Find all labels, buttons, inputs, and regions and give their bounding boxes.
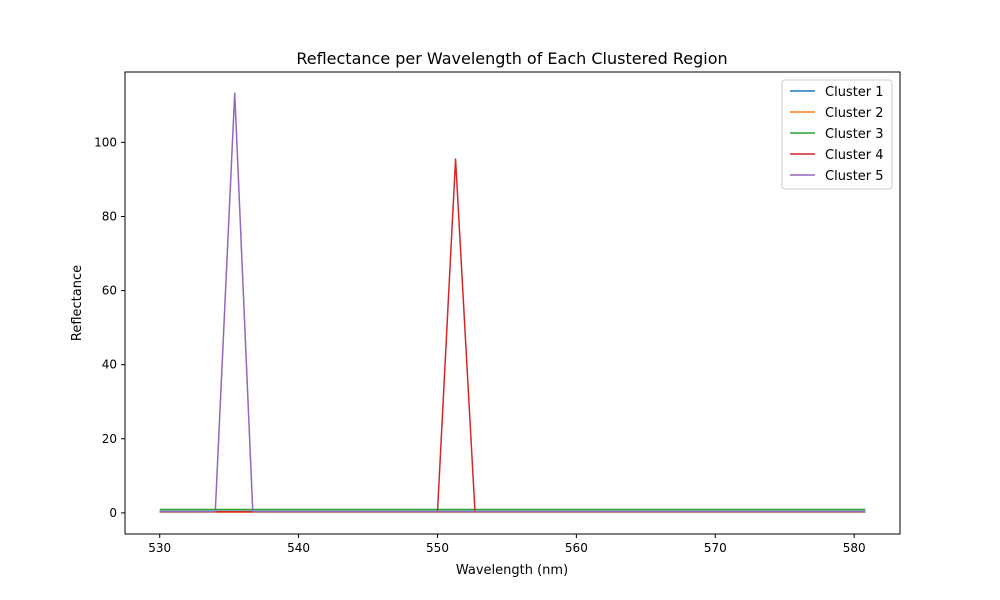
y-tick-label: 40 [102,358,117,372]
x-tick-label: 530 [148,541,171,555]
plot-frame [124,71,901,535]
y-tick-label: 20 [102,432,117,446]
legend-label-cluster-3: Cluster 3 [825,127,884,142]
plot-area [159,92,866,513]
y-tick-label: 0 [109,506,117,520]
x-axis: 530 540 550 560 570 580 [148,534,866,555]
x-tick-label: 560 [565,541,588,555]
x-axis-label: Wavelength (nm) [456,563,568,578]
y-tick-label: 80 [102,209,117,223]
y-axis: 0 20 40 60 80 100 [94,135,125,520]
legend: Cluster 1 Cluster 2 Cluster 3 Cluster 4 Clus… [781,79,893,190]
x-tick-label: 570 [704,541,727,555]
y-tick-label: 100 [94,135,117,149]
chart-title: Reflectance per Wavelength of Each Clust… [296,49,727,68]
series-line-cluster-4 [159,158,866,513]
y-tick-label: 60 [102,284,117,298]
legend-label-cluster-4: Cluster 4 [825,148,884,163]
legend-label-cluster-2: Cluster 2 [825,106,884,121]
legend-label-cluster-5: Cluster 5 [825,169,884,184]
x-tick-label: 580 [843,541,866,555]
legend-box [781,79,893,190]
legend-label-cluster-1: Cluster 1 [825,85,884,100]
x-tick-label: 540 [287,541,310,555]
x-tick-label: 550 [426,541,449,555]
y-axis-label: Reflectance [70,265,85,341]
series-line-cluster-5 [159,92,866,513]
